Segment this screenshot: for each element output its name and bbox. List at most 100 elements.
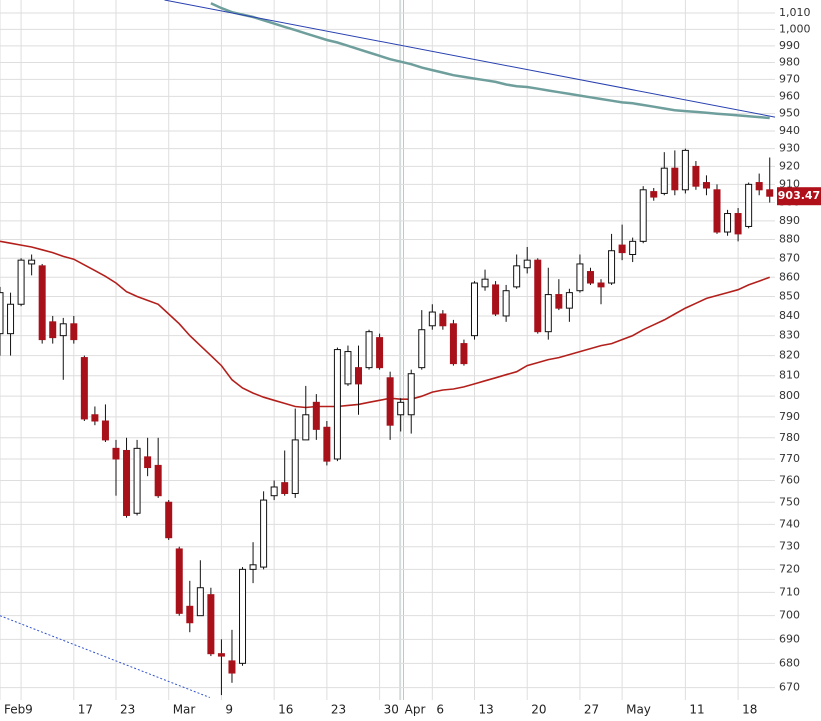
candle-body	[534, 259, 542, 333]
moving-average	[210, 2, 770, 120]
y-tick-label: 930	[779, 142, 800, 155]
candle-body	[228, 660, 236, 674]
candle-body	[618, 244, 626, 254]
grid	[0, 0, 775, 700]
candle-body	[355, 367, 363, 385]
x-tick-label: 23	[120, 703, 135, 717]
y-tick-label: 910	[779, 177, 800, 190]
candle-body	[502, 290, 510, 317]
candle-body	[59, 323, 67, 337]
candle-body	[492, 284, 500, 315]
candle-body	[281, 482, 289, 495]
candle-body	[513, 265, 521, 288]
candle-body	[745, 183, 753, 227]
candle-body	[144, 456, 152, 469]
marks	[0, 0, 776, 698]
candle-body	[207, 594, 215, 655]
y-tick-label: 1,010	[779, 6, 811, 19]
x-tick-label: 20	[531, 703, 546, 717]
candle-body	[671, 167, 679, 191]
candle-body	[260, 499, 268, 568]
y-tick-label: 990	[779, 39, 800, 52]
candle-body	[196, 587, 204, 617]
y-tick-label: 810	[779, 369, 800, 382]
candle-body	[702, 182, 710, 189]
candle-body	[470, 282, 478, 337]
candle-body	[386, 377, 394, 426]
y-tick-label: 780	[779, 431, 800, 444]
candle-body	[650, 191, 658, 198]
candle-body	[734, 213, 742, 235]
candle-body	[217, 653, 225, 657]
candle-body	[597, 282, 605, 288]
candle-body	[333, 349, 341, 460]
candle-body	[766, 189, 774, 197]
candle-body	[80, 357, 88, 420]
candle-body	[133, 447, 141, 514]
candle-body	[302, 414, 310, 441]
y-tick-label: 740	[779, 517, 800, 530]
y-tick-label: 950	[779, 107, 800, 120]
candle-body	[312, 401, 320, 430]
y-tick-label: 690	[779, 632, 800, 645]
candle-body	[660, 167, 668, 194]
moving-average	[0, 240, 770, 409]
candle-body	[91, 414, 99, 422]
x-tick-label: Apr	[405, 703, 426, 717]
y-tick-label: 920	[779, 159, 800, 172]
x-tick-label: 9	[225, 703, 233, 717]
candle-body	[555, 294, 563, 309]
y-tick-label: 750	[779, 495, 800, 508]
candle-body	[70, 323, 78, 341]
candle-body	[239, 568, 247, 664]
y-tick-label: 820	[779, 349, 800, 362]
x-tick-label: 6	[436, 703, 444, 717]
candle-body	[428, 311, 436, 327]
candle-body	[123, 449, 131, 516]
x-tick-label: Feb	[4, 703, 25, 717]
candle-body	[407, 373, 415, 416]
y-tick-label: 860	[779, 270, 800, 283]
candle-body	[460, 343, 468, 365]
y-tick-label: 830	[779, 329, 800, 342]
candle-body	[186, 605, 194, 624]
y-tick-label: 700	[779, 609, 800, 622]
candle-body	[692, 165, 700, 187]
y-tick-label: 870	[779, 251, 800, 264]
x-tick-label: 27	[584, 703, 599, 717]
candle-body	[49, 321, 57, 339]
candle-body	[629, 240, 637, 255]
x-tick-label: 11	[689, 703, 704, 717]
candle-body	[576, 263, 584, 292]
last-price-box	[777, 187, 821, 206]
candle-body	[523, 259, 531, 269]
candle-body	[291, 439, 299, 495]
candle-body	[154, 464, 162, 497]
y-tick-label: 980	[779, 56, 800, 69]
y-tick-label: 940	[779, 124, 800, 137]
candle-body	[755, 182, 763, 191]
y-tick-label: 760	[779, 473, 800, 486]
candle-body	[270, 486, 278, 497]
x-tick-label: 9	[25, 703, 33, 717]
candle-body	[439, 313, 447, 327]
y-tick-label: 970	[779, 72, 800, 85]
candle-body	[7, 303, 15, 335]
y-tick-label: 800	[779, 389, 800, 402]
candle-body	[376, 337, 384, 369]
trendline	[164, 0, 776, 118]
candle-body	[724, 213, 732, 233]
candle-body	[608, 250, 616, 284]
candle-body	[639, 189, 647, 242]
candle-body	[713, 189, 721, 233]
candle-body	[586, 271, 594, 284]
candle-body	[28, 259, 36, 265]
candle-body	[681, 149, 689, 191]
y-tick-label: 960	[779, 89, 800, 102]
y-tick-label: 770	[779, 452, 800, 465]
candle-body	[175, 548, 183, 614]
y-tick-label: 840	[779, 309, 800, 322]
y-tick-label: 850	[779, 289, 800, 302]
